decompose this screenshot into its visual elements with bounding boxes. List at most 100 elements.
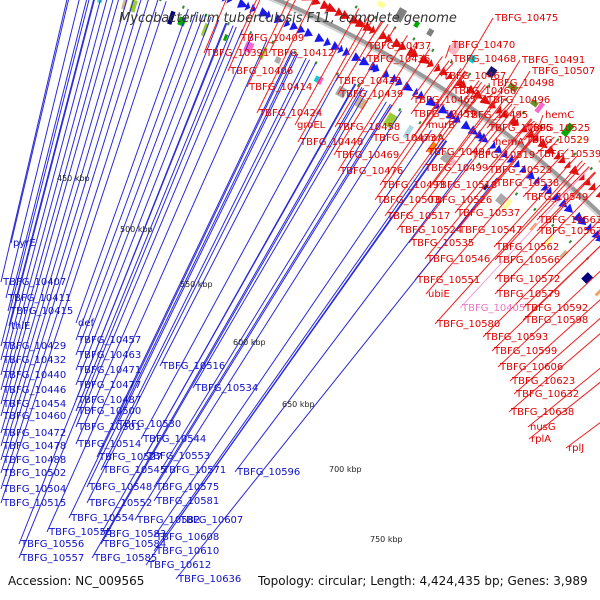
- forward-gene-arrow: [588, 182, 596, 191]
- forward-gene-arrow: [319, 0, 331, 10]
- gene-leader-line: [379, 68, 462, 186]
- gene-leader-line: [334, 27, 396, 128]
- gene-label: TBFG_10598: [524, 315, 588, 326]
- gene-leader-line: [246, 0, 289, 88]
- reverse-gene-arrow: [221, 0, 226, 2]
- gene-label: TBFG_10546: [426, 254, 490, 265]
- gene-label: TBFG_10411: [7, 293, 71, 304]
- gene-leader-line: [484, 91, 496, 101]
- gene-leader-line: [153, 138, 445, 552]
- gene-label: TBFG_10524: [398, 225, 462, 236]
- gene-leader-line: [469, 103, 513, 156]
- gene-leader-line: [75, 29, 243, 428]
- gene-leader-line: [494, 172, 597, 280]
- gene-leader-line: [0, 0, 119, 417]
- gene-label: hemA: [495, 137, 524, 148]
- gene-label: TBFG_10458: [336, 122, 400, 133]
- gene-label: def: [78, 318, 95, 329]
- forward-gene-arrow: [334, 7, 344, 17]
- cog-block-inner: [581, 272, 593, 284]
- gene-label: TBFG_10608: [155, 532, 219, 543]
- gene-label: TBFG_10470: [451, 40, 515, 51]
- gene-label: TBFG_10525: [526, 123, 590, 134]
- gene-leader-line: [75, 14, 204, 356]
- forward-gene-arrow: [311, 0, 321, 6]
- cog-block-outer: [529, 98, 539, 108]
- reverse-gene-arrow: [506, 154, 515, 163]
- gene-leader-line: [75, 8, 189, 324]
- gene-leader-line: [0, 0, 159, 490]
- gene-label: TBFG_10599: [493, 346, 557, 357]
- gene-label: TBFG_10460: [2, 411, 66, 422]
- gene-leader-line: [535, 136, 555, 155]
- gene-label: ubiE: [428, 289, 450, 300]
- reverse-gene-arrow: [296, 24, 306, 34]
- cog-block-outer: [534, 101, 546, 114]
- gene-leader-line: [75, 11, 197, 341]
- gene-leader-line: [0, 0, 101, 376]
- gene-label: TBFG_10547: [458, 225, 522, 236]
- gene-label: TBFG_10468: [452, 54, 516, 65]
- gene-label: TBFG_10607: [179, 515, 243, 526]
- gene-label: TBFG_10499: [424, 163, 488, 174]
- gene-leader-line: [445, 44, 451, 59]
- gene-leader-line: [96, 50, 293, 458]
- reverse-gene-arrow: [341, 47, 350, 56]
- gene-leader-line: [0, 0, 108, 391]
- map-title: Mycobacterium tuberculosis F11, complete…: [119, 11, 457, 26]
- gene-leader-line: [268, 0, 296, 54]
- gene-leader-line: [18, 26, 237, 559]
- gene-label: TBFG_10457: [77, 335, 141, 346]
- gene-label: TBFG_10475: [494, 13, 558, 24]
- gene-label: TBFG_10566: [496, 255, 560, 266]
- gene-label: TBFG_10424: [258, 108, 322, 119]
- tick-label: 500 kbp: [120, 225, 153, 234]
- reverse-gene-arrow: [289, 20, 299, 31]
- gene-label: nusG: [530, 422, 556, 433]
- gene-label: TBFG_10503: [376, 195, 440, 206]
- gene-label: TBFG_10606: [499, 362, 563, 373]
- gene-leader-line: [234, 158, 473, 473]
- gene-label: TBFG_10469: [335, 150, 399, 161]
- reverse-gene-arrow: [244, 1, 251, 11]
- gene-label: TBFG_10612: [147, 560, 211, 571]
- gene-leader-line: [456, 127, 544, 231]
- gene-leader-line: [333, 34, 408, 156]
- gene-label: groEL: [297, 120, 326, 131]
- gene-leader-line: [175, 177, 498, 580]
- cog-block-outer: [507, 82, 519, 93]
- gene-label: TBFG_10537: [456, 208, 520, 219]
- gene-leader-line: [396, 93, 500, 231]
- gene-leader-line: [536, 171, 596, 232]
- reverse-gene-arrow: [577, 216, 587, 226]
- forward-gene-arrow: [458, 79, 467, 89]
- cog-block-inner: [402, 124, 414, 139]
- gene-leader-line: [294, 8, 360, 126]
- gene-leader-line: [565, 422, 600, 449]
- reverse-gene-arrow: [460, 120, 471, 130]
- gene-label: TBFG_10596: [236, 467, 300, 478]
- reverse-gene-arrow: [540, 182, 548, 191]
- reverse-gene-arrow: [283, 18, 290, 28]
- gene-label: TBFG_10553: [146, 451, 210, 462]
- gene-label: TBFG_10477: [77, 380, 141, 391]
- gene-label: TBFG_10593: [484, 332, 548, 343]
- gene-label: TBFG_10500: [77, 406, 141, 417]
- cog-block-outer: [447, 39, 463, 56]
- gene-leader-line: [527, 367, 600, 428]
- reverse-gene-arrow: [337, 44, 344, 54]
- reverse-gene-arrow: [303, 27, 313, 37]
- gene-leader-line: [256, 0, 314, 114]
- gene-leader-line: [510, 70, 531, 104]
- gene-label: TBFG_10501: [77, 422, 141, 433]
- gene-leader-line: [86, 53, 299, 488]
- gene-label: TBFG_10472: [2, 428, 66, 439]
- gene-leader-line: [494, 184, 600, 295]
- gene-label: murB: [428, 120, 455, 131]
- gene-label: thiE: [11, 321, 30, 332]
- gene-leader-line: [75, 19, 220, 386]
- gene-label: TBFG_10391: [205, 48, 269, 59]
- gene-leader-line: [482, 219, 600, 338]
- gene-leader-line: [68, 51, 294, 519]
- gene-label: TBFG_10498: [490, 78, 554, 89]
